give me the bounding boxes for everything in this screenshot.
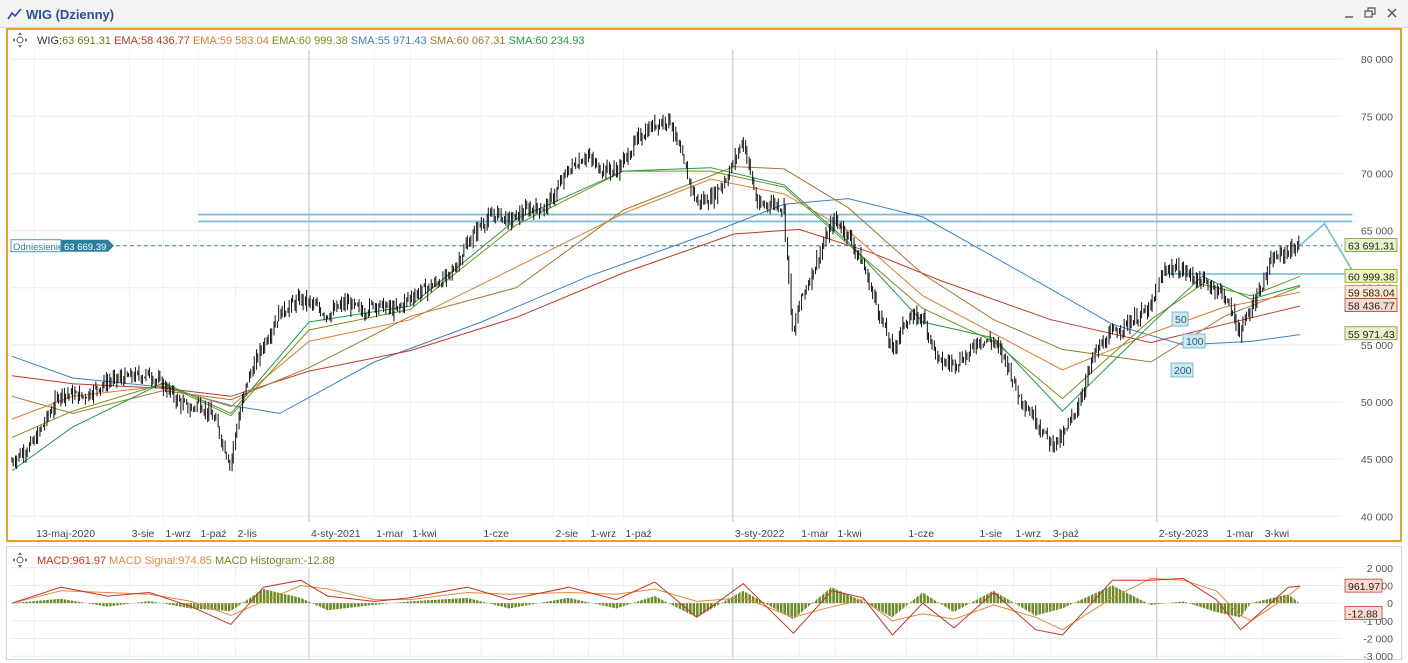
y-tick-label: 80 000 bbox=[1361, 54, 1393, 66]
legend-name: EMA: bbox=[271, 35, 299, 47]
y-tick-label: 45 000 bbox=[1361, 454, 1393, 466]
x-tick-label: 1-kwi bbox=[412, 528, 437, 540]
restore-icon bbox=[1364, 7, 1376, 18]
reference-label: Odniesienie bbox=[13, 242, 63, 253]
legend-name: EMA: bbox=[192, 35, 220, 47]
reference-value-box bbox=[61, 239, 114, 252]
sma-green-line bbox=[11, 167, 1301, 472]
macd-value-badge-text: 961.97 bbox=[1348, 581, 1380, 593]
legend-name: SMA: bbox=[508, 35, 536, 47]
x-tick-label: 2-lis bbox=[238, 528, 257, 540]
legend-name: SMA: bbox=[350, 35, 378, 47]
macd-legend-name: MACD Signal: bbox=[109, 555, 179, 567]
minimize-icon bbox=[1345, 16, 1353, 18]
x-tick-label: 1-kwi bbox=[837, 528, 862, 540]
y-tick-label: 75 000 bbox=[1361, 111, 1393, 123]
ema-olive-line bbox=[11, 170, 1301, 438]
macd-legend: MACD:961.97 MACD Signal:974.85 MACD Hist… bbox=[37, 555, 335, 567]
x-tick-label: 3-kwi bbox=[1265, 528, 1290, 540]
close-icon bbox=[1387, 8, 1397, 18]
y-tick-label: 55 000 bbox=[1361, 340, 1393, 352]
legend-value: 55 971.43 bbox=[377, 35, 430, 47]
x-tick-label: 2-sie bbox=[556, 528, 579, 540]
move-icon[interactable] bbox=[12, 552, 28, 568]
window-title: WIG (Dzienny) bbox=[26, 7, 115, 22]
macd-legend-value: 961.97 bbox=[72, 555, 110, 567]
legend-value: 63 691.31 bbox=[62, 35, 115, 47]
x-tick-label: 1-sie bbox=[979, 528, 1002, 540]
macd-value-badge-text: -12.88 bbox=[1348, 608, 1378, 620]
price-value-badge-text: 55 971.43 bbox=[1348, 329, 1395, 341]
price-value-badge-text: 60 999.38 bbox=[1348, 271, 1395, 283]
legend-value: 60 234.93 bbox=[535, 35, 585, 47]
minimize-button[interactable] bbox=[1340, 5, 1358, 21]
x-tick-label: 1-paź bbox=[625, 528, 651, 540]
price-value-badge bbox=[1344, 298, 1398, 312]
x-tick-label: 3-sie bbox=[132, 528, 155, 540]
legend-value: 60 067.31 bbox=[456, 35, 509, 47]
x-tick-label: 13-maj-2020 bbox=[36, 528, 95, 540]
x-tick-label: 4-sty-2021 bbox=[311, 528, 361, 540]
x-tick-label: 1-mar bbox=[376, 528, 404, 540]
legend-name: WIG: bbox=[37, 35, 63, 47]
price-value-badge-text: 58 436.77 bbox=[1348, 301, 1395, 313]
macd-tick-label: 2 000 bbox=[1367, 563, 1393, 575]
macd-value-badge bbox=[1344, 578, 1383, 593]
y-tick-label: 65 000 bbox=[1361, 226, 1393, 238]
ma-period-box bbox=[1171, 311, 1189, 327]
legend-value: 58 436.77 bbox=[140, 35, 193, 47]
x-tick-label: 3-sty-2022 bbox=[735, 528, 785, 540]
sma-brown-line bbox=[11, 166, 1301, 414]
ma-period-box bbox=[1170, 362, 1194, 378]
legend-name: EMA: bbox=[114, 35, 141, 47]
line-chart-icon bbox=[7, 8, 22, 20]
x-tick-label: 1-wrz bbox=[165, 528, 191, 540]
ma-period-box bbox=[1182, 333, 1206, 349]
macd-legend-name: MACD: bbox=[37, 555, 73, 567]
ma-period-label: 50 bbox=[1175, 314, 1187, 326]
macd-legend-value: 974.85 bbox=[178, 555, 215, 567]
macd-value-badge bbox=[1344, 605, 1383, 620]
legend-value: 60 999.38 bbox=[298, 35, 351, 47]
move-icon[interactable] bbox=[12, 32, 28, 48]
x-tick-label: 3-paź bbox=[1053, 528, 1079, 540]
macd-tick-label: 0 bbox=[1387, 598, 1393, 610]
x-tick-label: 1-paź bbox=[200, 528, 226, 540]
y-tick-label: 70 000 bbox=[1361, 168, 1393, 180]
legend-value: 59 583.04 bbox=[219, 35, 272, 47]
x-tick-label: 2-sty-2023 bbox=[1159, 528, 1209, 540]
macd-tick-label: -2 000 bbox=[1363, 634, 1393, 646]
reference-value: 63 669.39 bbox=[64, 242, 106, 253]
projection-line bbox=[1299, 222, 1354, 272]
indicator-legend: WIG:63 691.31 EMA:58 436.77 EMA:59 583.0… bbox=[37, 35, 584, 47]
price-value-badge bbox=[1344, 238, 1398, 252]
restore-button[interactable] bbox=[1361, 5, 1379, 21]
window-titlebar: WIG (Dzienny) bbox=[0, 0, 1408, 28]
price-value-badge-text: 63 691.31 bbox=[1348, 241, 1395, 253]
price-value-badge-text: 59 583.04 bbox=[1348, 287, 1395, 299]
y-tick-label: 50 000 bbox=[1361, 397, 1393, 409]
x-tick-label: 1-mar bbox=[1226, 528, 1254, 540]
price-chart-panel[interactable] bbox=[6, 28, 1402, 542]
price-value-badge bbox=[1344, 268, 1398, 283]
ma-period-label: 100 bbox=[1186, 336, 1204, 348]
ma-period-label: 200 bbox=[1174, 365, 1192, 377]
y-tick-label: 40 000 bbox=[1361, 511, 1393, 523]
macd-tick-label: -3 000 bbox=[1363, 651, 1393, 663]
macd-legend-name: MACD Histogram: bbox=[214, 555, 304, 567]
x-tick-label: 1-cze bbox=[908, 528, 934, 540]
close-button[interactable] bbox=[1383, 5, 1401, 21]
price-value-badge bbox=[1344, 326, 1398, 341]
macd-signal-line bbox=[11, 577, 1301, 631]
legend-name: SMA: bbox=[429, 35, 457, 47]
macd-line bbox=[11, 577, 1301, 636]
x-tick-label: 1-cze bbox=[483, 528, 509, 540]
x-tick-label: 1-mar bbox=[801, 528, 829, 540]
x-tick-label: 1-wrz bbox=[1016, 528, 1042, 540]
ema-red-line bbox=[11, 228, 1301, 397]
macd-legend-value: -12.88 bbox=[303, 555, 335, 567]
x-tick-label: 1-wrz bbox=[590, 528, 616, 540]
